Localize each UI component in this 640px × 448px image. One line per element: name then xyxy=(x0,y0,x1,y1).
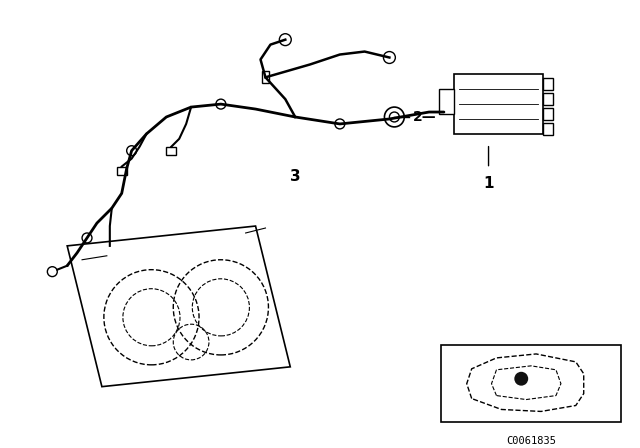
Circle shape xyxy=(82,233,92,243)
Circle shape xyxy=(127,146,136,155)
Text: C0061835: C0061835 xyxy=(506,436,556,446)
Polygon shape xyxy=(467,354,584,411)
Circle shape xyxy=(515,372,528,386)
Text: 2—: 2— xyxy=(413,110,437,124)
Circle shape xyxy=(383,52,396,64)
Bar xyxy=(543,123,553,135)
Bar xyxy=(543,78,553,90)
Text: 1: 1 xyxy=(483,177,494,191)
Bar xyxy=(543,93,553,105)
Bar xyxy=(441,345,621,422)
Bar xyxy=(105,246,115,255)
Circle shape xyxy=(385,107,404,127)
Bar xyxy=(543,108,553,120)
Text: 3: 3 xyxy=(290,169,301,184)
Bar xyxy=(166,147,176,155)
Bar xyxy=(454,74,543,134)
Polygon shape xyxy=(67,226,291,387)
Circle shape xyxy=(279,34,291,46)
Bar xyxy=(116,167,127,176)
Circle shape xyxy=(389,112,399,122)
Circle shape xyxy=(216,99,226,109)
Circle shape xyxy=(47,267,57,276)
Circle shape xyxy=(335,119,345,129)
Bar xyxy=(262,71,269,83)
Bar xyxy=(439,89,454,114)
